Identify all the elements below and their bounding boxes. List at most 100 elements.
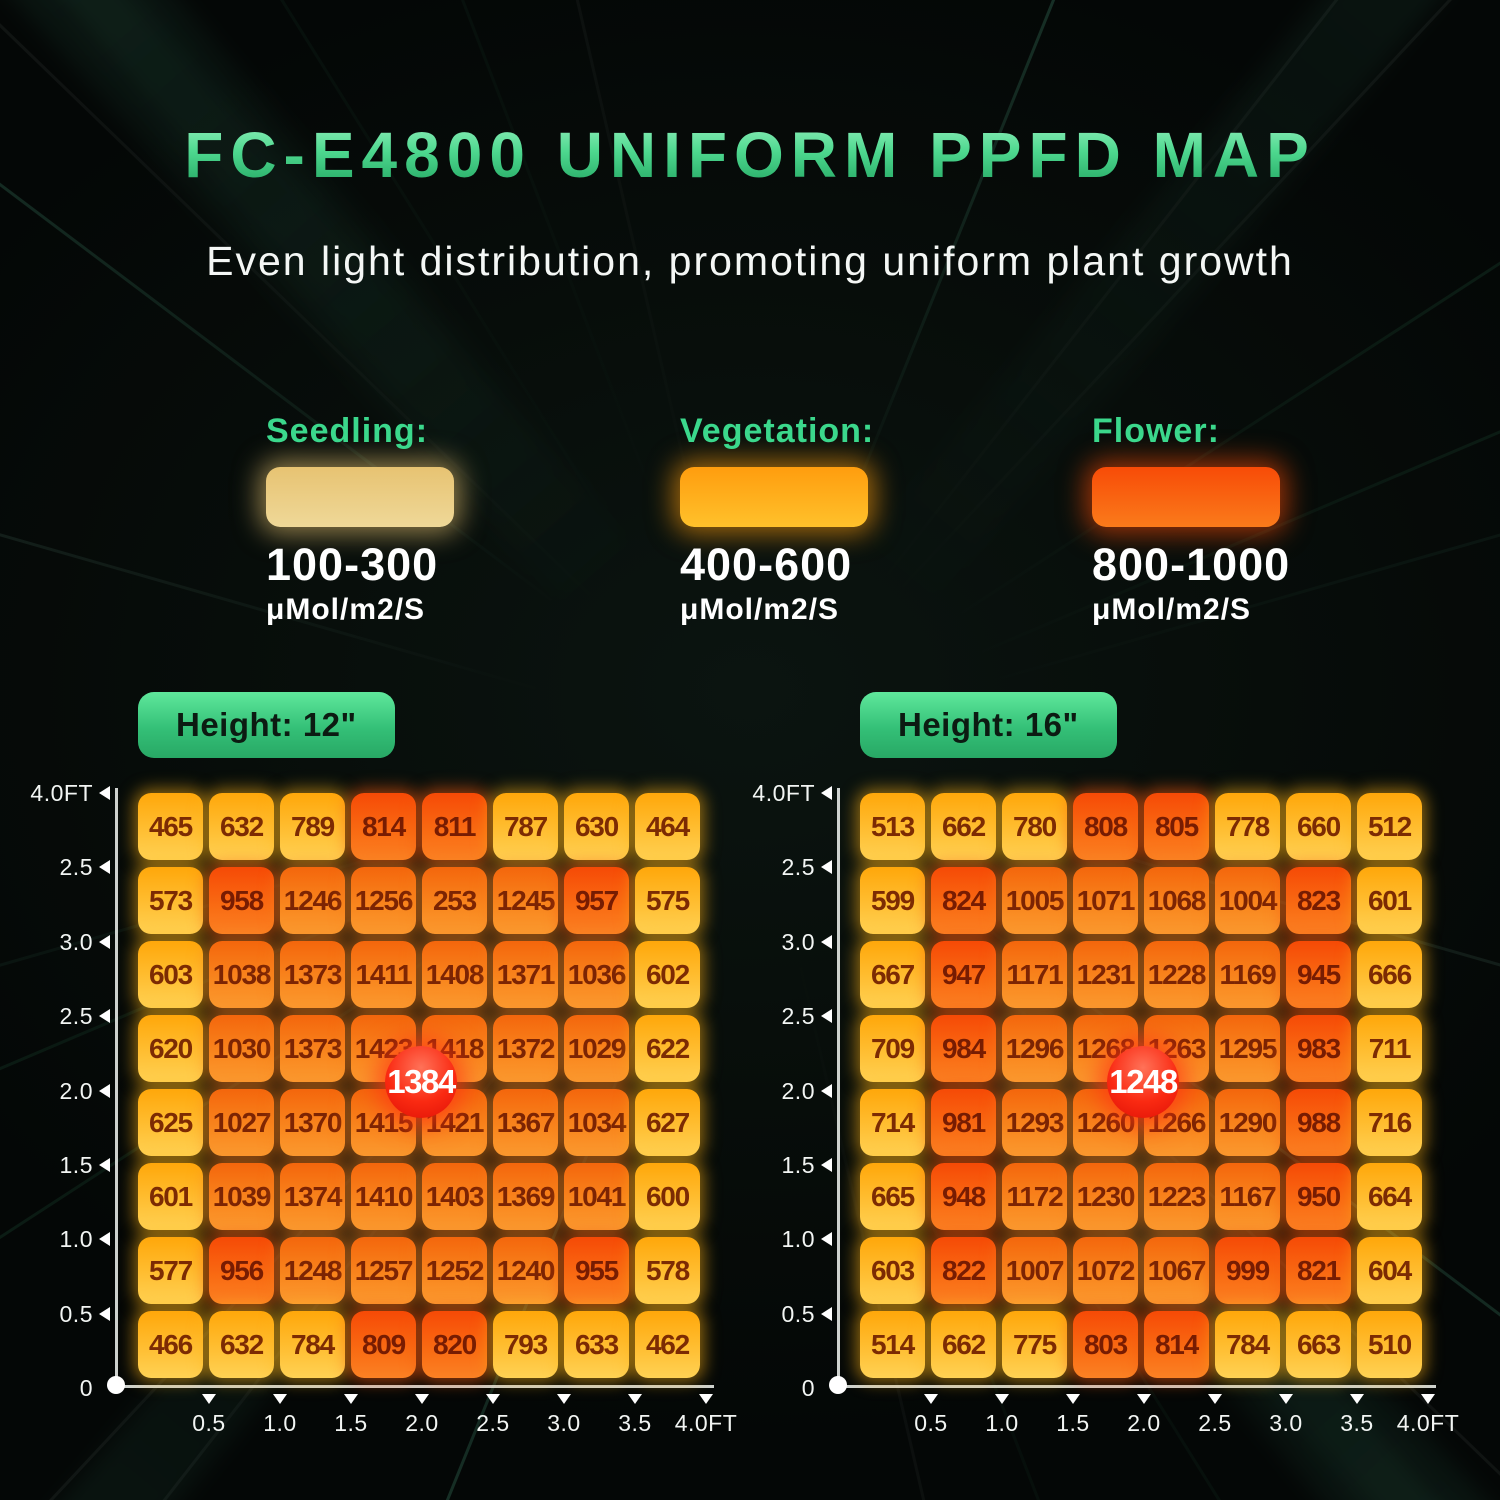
ppfd-cell: 1370 (280, 1089, 345, 1156)
ppfd-cell: 662 (931, 793, 996, 860)
ppfd-cell: 604 (1357, 1237, 1422, 1304)
ppfd-cell: 466 (138, 1311, 203, 1378)
ppfd-cell: 625 (138, 1089, 203, 1156)
ppfd-cell: 462 (635, 1311, 700, 1378)
ppfd-cell: 632 (209, 1311, 274, 1378)
ppfd-cell: 1246 (280, 867, 345, 934)
ppfd-cell: 784 (1215, 1311, 1280, 1378)
ppfd-cell: 1071 (1073, 867, 1138, 934)
ppfd-cell: 775 (1002, 1311, 1067, 1378)
ppfd-cell: 1373 (280, 941, 345, 1008)
x-axis-tick-icon (344, 1394, 358, 1404)
ppfd-cell: 1256 (351, 867, 416, 934)
ppfd-cell: 1367 (493, 1089, 558, 1156)
y-axis-line (837, 788, 840, 1388)
x-axis-tick-icon (273, 1394, 287, 1404)
legend-unit: μMol/m2/S (1092, 593, 1252, 626)
ppfd-cell: 603 (860, 1237, 925, 1304)
y-axis-tick-icon (99, 1306, 110, 1321)
ppfd-cell: 787 (493, 793, 558, 860)
ppfd-cell: 1290 (1215, 1089, 1280, 1156)
x-axis-label: 3.5 (618, 1410, 652, 1436)
peak-ppfd-badge: 1248 (1107, 1046, 1179, 1118)
ppfd-cell: 1169 (1215, 941, 1280, 1008)
x-axis-label: 4.0FT (674, 1410, 738, 1436)
ppfd-cell: 630 (564, 793, 629, 860)
x-axis-label: 0.5 (192, 1410, 226, 1436)
y-axis-tick-icon (99, 1232, 110, 1247)
x-axis-label: 2.0 (405, 1410, 439, 1436)
y-axis-label: 4.0FT (752, 780, 815, 806)
x-axis-label: 4.0FT (1396, 1410, 1460, 1436)
ppfd-cell: 1005 (1002, 867, 1067, 934)
ppfd-cell: 666 (1357, 941, 1422, 1008)
ppfd-cell: 512 (1357, 793, 1422, 860)
ppfd-cell: 821 (1286, 1237, 1351, 1304)
x-axis-tick-icon (924, 1394, 938, 1404)
ppfd-cell: 599 (860, 867, 925, 934)
ppfd-cell: 716 (1357, 1089, 1422, 1156)
ppfd-cell: 514 (860, 1311, 925, 1378)
x-axis-tick-icon (628, 1394, 642, 1404)
ppfd-cell: 981 (931, 1089, 996, 1156)
legend-swatch-seedling (266, 467, 454, 527)
ppfd-cell: 822 (931, 1237, 996, 1304)
y-axis-label: 1.5 (781, 1152, 815, 1178)
ppfd-cell: 1167 (1215, 1163, 1280, 1230)
y-axis-tick-icon (821, 1306, 832, 1321)
ppfd-cell: 1067 (1144, 1237, 1209, 1304)
x-axis-tick-icon (415, 1394, 429, 1404)
x-axis-tick-icon (1137, 1394, 1151, 1404)
ppfd-cell: 1171 (1002, 941, 1067, 1008)
y-axis-tick-icon (821, 1232, 832, 1247)
y-axis-label: 0 (79, 1375, 93, 1402)
legend-range: 400-600 (680, 539, 853, 590)
ppfd-cell: 1245 (493, 867, 558, 934)
ppfd-cell: 663 (1286, 1311, 1351, 1378)
legend-swatch-flower (1092, 467, 1280, 527)
x-axis-label: 3.5 (1340, 1410, 1374, 1436)
ppfd-cell: 513 (860, 793, 925, 860)
x-axis-tick-icon (1350, 1394, 1364, 1404)
ppfd-cell: 1223 (1144, 1163, 1209, 1230)
ppfd-cell: 578 (635, 1237, 700, 1304)
ppfd-cell: 1410 (351, 1163, 416, 1230)
heatmap-chart-height-16: Height: 16" 513 662 780 808 805 778 660 512 599 8… (722, 0, 1482, 1500)
ppfd-cell: 957 (564, 867, 629, 934)
x-axis-tick-icon (1066, 1394, 1080, 1404)
ppfd-cell: 809 (351, 1311, 416, 1378)
y-axis-tick-icon (99, 786, 110, 800)
ppfd-cell: 947 (931, 941, 996, 1008)
ppfd-cell: 600 (635, 1163, 700, 1230)
ppfd-cell: 789 (280, 793, 345, 860)
y-axis-tick-icon (821, 1083, 832, 1098)
ppfd-cell: 1257 (351, 1237, 416, 1304)
page-title: FC-E4800 UNIFORM PPFD MAP (0, 118, 1500, 192)
x-axis-tick-icon (1208, 1394, 1222, 1404)
axis-origin-dot (829, 1376, 847, 1394)
page-subtitle: Even light distribution, promoting unifo… (206, 238, 1294, 284)
height-badge: Height: 16" (860, 692, 1117, 758)
y-axis-tick-icon (99, 934, 110, 949)
y-axis-label: 1.0 (59, 1226, 93, 1253)
ppfd-cell: 948 (931, 1163, 996, 1230)
y-axis-label: 2.5 (781, 1003, 815, 1030)
axis-origin-dot (107, 1376, 125, 1394)
ppfd-cell: 1374 (280, 1163, 345, 1230)
ppfd-cell: 1029 (564, 1015, 629, 1082)
y-axis-label: 2.0 (59, 1077, 93, 1104)
y-axis-tick-icon (99, 1158, 110, 1172)
legend-item-flower: Flower: 800-1000 μMol/m2/S (1092, 412, 1352, 627)
ppfd-cell: 1296 (1002, 1015, 1067, 1082)
legend-item-vegetation: Vegetation: 400-600 μMol/m2/S (680, 412, 940, 627)
x-axis-label: 1.5 (1056, 1410, 1090, 1436)
ppfd-cell: 465 (138, 793, 203, 860)
y-axis-tick-icon (821, 934, 832, 949)
y-axis-tick-icon (821, 1158, 832, 1172)
ppfd-cell: 823 (1286, 867, 1351, 934)
ppfd-cell: 1034 (564, 1089, 629, 1156)
ppfd-cell: 814 (1144, 1311, 1209, 1378)
ppfd-cell: 603 (138, 941, 203, 1008)
ppfd-grid: 465 632 789 814 811 787 630 464 573 958 1246 1256 25… (138, 793, 700, 1378)
ppfd-cell: 1068 (1144, 867, 1209, 934)
